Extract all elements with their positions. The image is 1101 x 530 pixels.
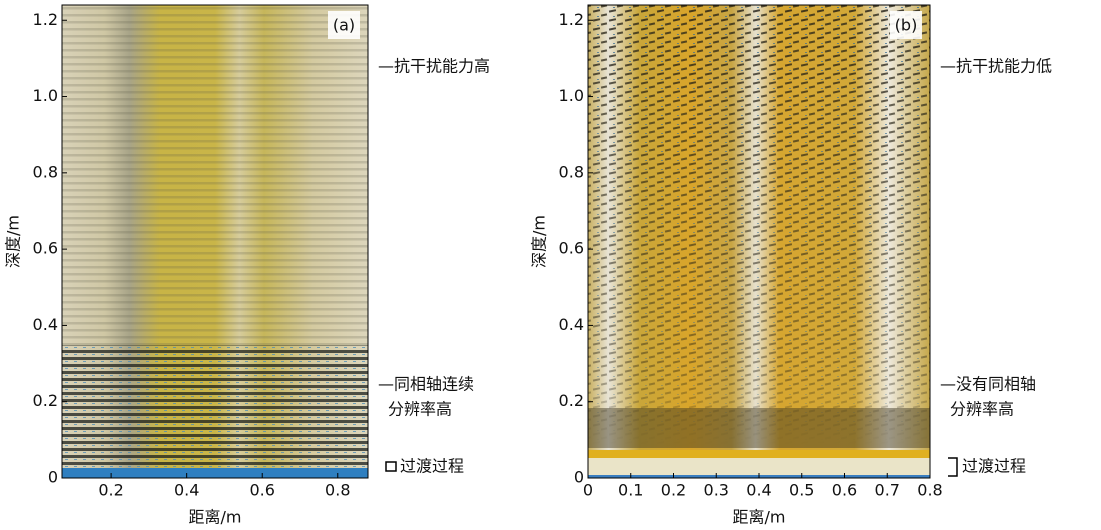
x-axis-label: 距离/m	[733, 508, 786, 527]
transition-marker	[385, 461, 397, 472]
panel-label-box	[328, 11, 360, 39]
image-stripes	[62, 5, 368, 346]
x-axis-label: 距离/m	[189, 508, 242, 527]
plot-frame	[61, 4, 369, 479]
annotation: 过渡过程	[400, 457, 464, 476]
annotation: —同相轴连续	[378, 375, 474, 394]
x-tick-label: 0.7	[875, 481, 900, 500]
x-tick-label: 0.5	[789, 481, 814, 500]
y-tick-label: 0.8	[33, 162, 58, 181]
panel-label: (b)	[895, 16, 918, 35]
transition-bracket	[948, 457, 958, 477]
y-tick-label: 1.0	[559, 86, 584, 105]
y-tick-label: 0.4	[559, 315, 584, 334]
y-tick-label: 0	[574, 468, 584, 487]
annotation: 分辨率高	[388, 400, 452, 419]
x-tick-label: 0.2	[98, 481, 123, 500]
radar-image	[62, 5, 368, 478]
annotation: —抗干扰能力高	[378, 57, 490, 76]
y-tick-label: 0.4	[33, 315, 58, 334]
y-tick-label: 0.2	[33, 391, 58, 410]
image-noise	[588, 5, 930, 446]
panel-label-box	[890, 11, 922, 39]
image-transition	[588, 450, 930, 458]
y-tick-label: 0.6	[33, 239, 58, 258]
y-tick-label: 1.0	[33, 86, 58, 105]
y-tick-label: 0.8	[559, 162, 584, 181]
x-tick-label: 0.8	[917, 481, 942, 500]
x-tick-label: 0.4	[174, 481, 199, 500]
y-tick-label: 1.2	[559, 10, 584, 29]
x-tick-label: 0.3	[704, 481, 729, 500]
x-tick-label: 0.8	[325, 481, 350, 500]
annotation: —没有同相轴	[940, 375, 1036, 394]
x-tick-label: 0.6	[249, 481, 274, 500]
y-tick-label: 0.2	[559, 391, 584, 410]
annotation: 分辨率高	[950, 400, 1014, 419]
panel-label: (a)	[333, 16, 355, 35]
x-tick-label: 0.6	[832, 481, 857, 500]
y-tick-label: 0	[48, 468, 58, 487]
radar-image	[588, 5, 930, 478]
x-tick-label: 0.4	[746, 481, 771, 500]
y-tick-label: 0.6	[559, 239, 584, 258]
image-base-strip	[62, 468, 368, 478]
y-tick-label: 1.2	[33, 10, 58, 29]
image-dark-band	[588, 408, 930, 448]
image-stripes	[62, 345, 368, 478]
y-axis-label: 深度/m	[530, 215, 549, 268]
y-axis-label: 深度/m	[4, 215, 23, 268]
x-tick-label: 0	[583, 481, 593, 500]
x-tick-label: 0.1	[618, 481, 643, 500]
annotation: 过渡过程	[962, 457, 1026, 476]
annotation: —抗干扰能力低	[940, 57, 1052, 76]
x-tick-label: 0.2	[661, 481, 686, 500]
